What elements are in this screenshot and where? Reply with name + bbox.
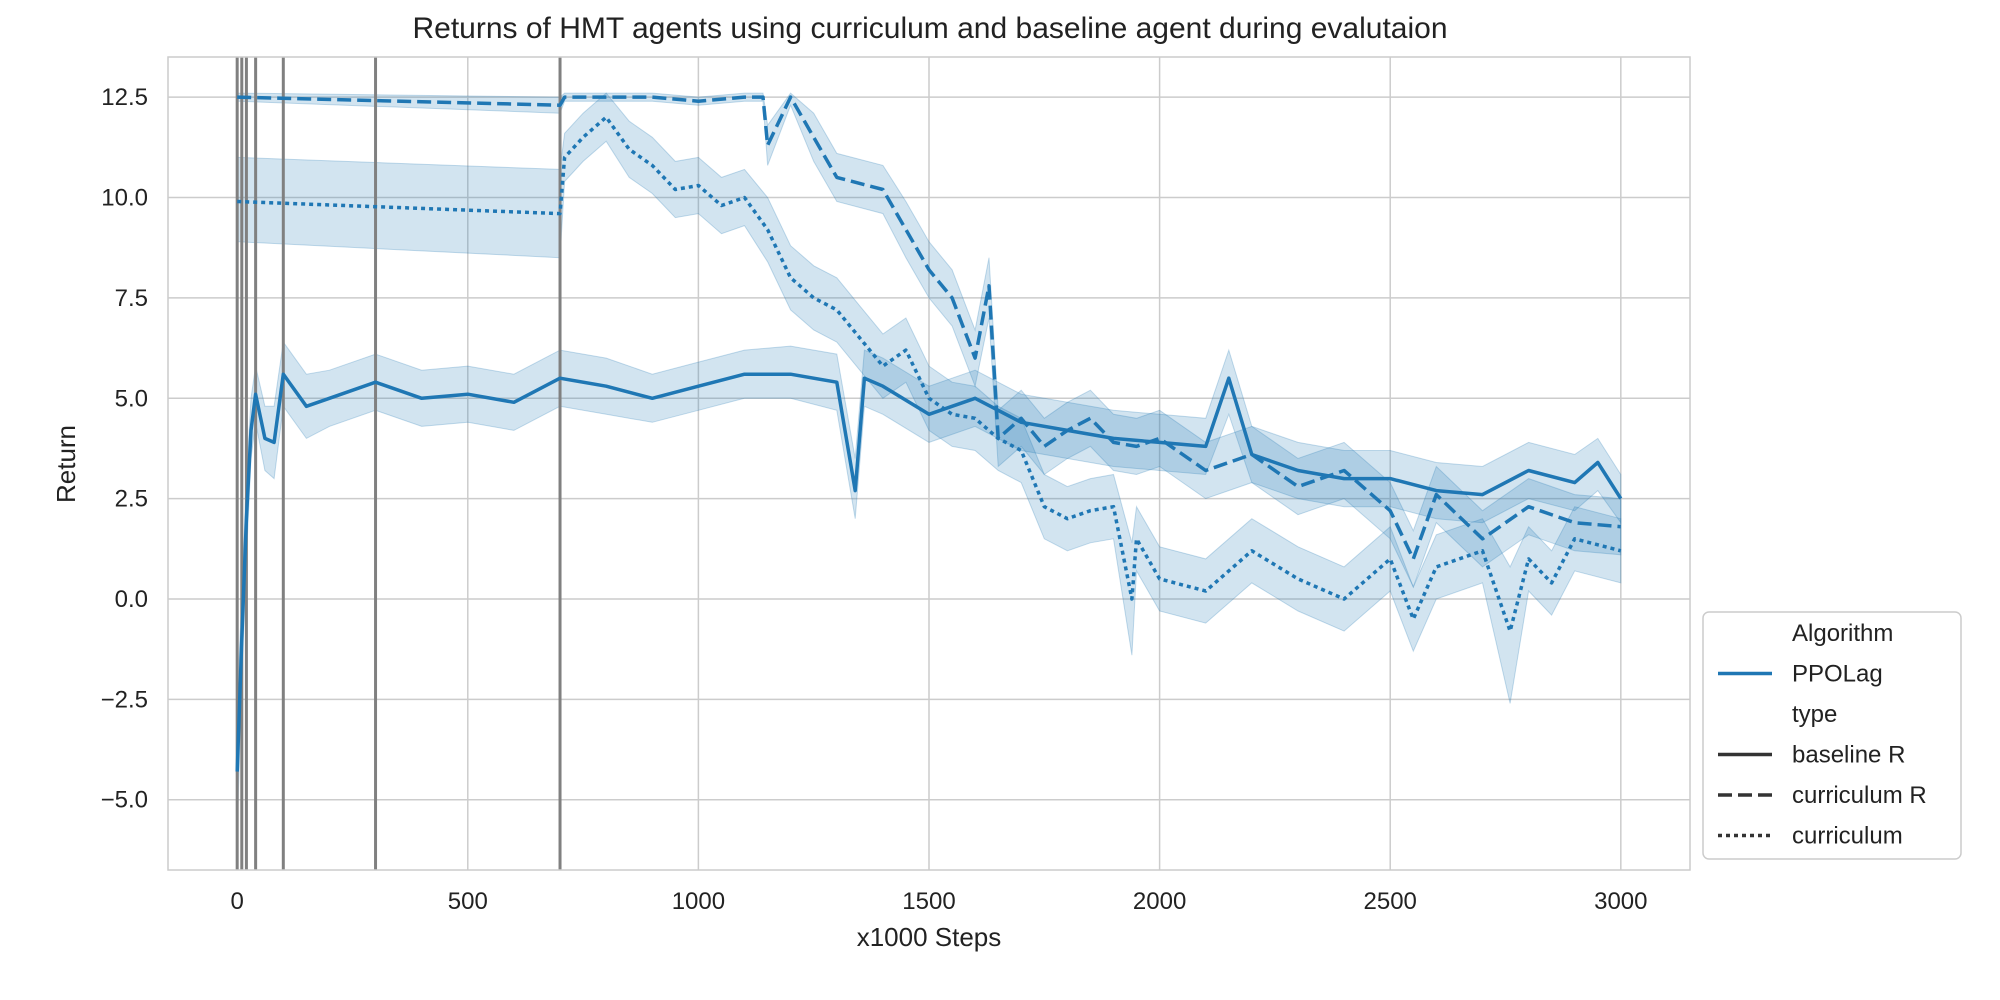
x-tick-label: 1000 [672, 888, 725, 915]
x-tick-label: 1500 [902, 888, 955, 915]
y-tick-label: 5.0 [115, 385, 148, 412]
x-tick-label: 2500 [1364, 888, 1417, 915]
series-lines [235, 95, 1623, 772]
x-tick-label: 0 [231, 888, 244, 915]
legend-label: curriculum [1792, 823, 1903, 850]
y-tick-label: 12.5 [101, 84, 148, 111]
legend: Algorithm PPOLag type baseline R curriculum … [1702, 611, 1962, 860]
legend-label: PPOLag [1792, 661, 1883, 688]
chart-title: Returns of HMT agents using curriculum a… [412, 12, 1447, 45]
x-tick-label: 500 [448, 888, 488, 915]
legend-label: type [1792, 701, 1837, 728]
y-axis-label: Return [51, 425, 81, 503]
y-tick-label: 10.0 [101, 185, 148, 212]
legend-label: Algorithm [1792, 620, 1893, 647]
plot-frame [167, 56, 1691, 871]
y-tick-label: −5.0 [101, 787, 148, 814]
legend-label: curriculum R [1792, 782, 1927, 809]
y-tick-label: 2.5 [115, 486, 148, 513]
x-tick-label: 3000 [1594, 888, 1647, 915]
x-axis-label: x1000 Steps [857, 922, 1002, 952]
series-line-solid [235, 372, 1623, 772]
y-tick-label: 7.5 [115, 285, 148, 312]
tick-labels: 0 500 1000 1500 2000 2500 3000 −5.0 −2.5 0.0 2.5 5.… [101, 84, 1648, 915]
legend-label: baseline R [1792, 742, 1905, 769]
x-tick-label: 2000 [1133, 888, 1186, 915]
y-tick-label: 0.0 [115, 586, 148, 613]
y-tick-label: −2.5 [101, 686, 148, 713]
series-line-dotted [237, 115, 1622, 633]
